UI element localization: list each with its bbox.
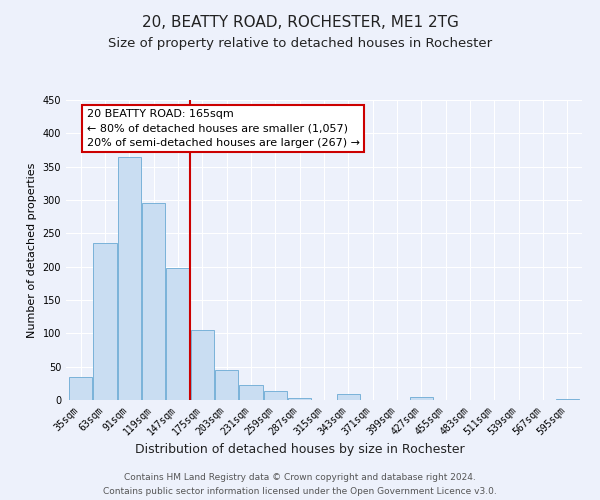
Text: 20 BEATTY ROAD: 165sqm
← 80% of detached houses are smaller (1,057)
20% of semi-: 20 BEATTY ROAD: 165sqm ← 80% of detached… (86, 109, 359, 148)
Bar (69, 376, 92, 400)
Bar (556, 398, 579, 400)
Bar (142, 204, 165, 400)
Text: 20, BEATTY ROAD, ROCHESTER, ME1 2TG: 20, BEATTY ROAD, ROCHESTER, ME1 2TG (142, 15, 458, 30)
Bar (264, 390, 287, 400)
Y-axis label: Number of detached properties: Number of detached properties (27, 162, 37, 338)
Bar (239, 386, 263, 400)
Text: Size of property relative to detached houses in Rochester: Size of property relative to detached ho… (108, 38, 492, 51)
Text: Distribution of detached houses by size in Rochester: Distribution of detached houses by size … (135, 442, 465, 456)
Text: Contains public sector information licensed under the Open Government Licence v3: Contains public sector information licen… (103, 486, 497, 496)
Bar (94, 244, 116, 400)
Bar (337, 394, 360, 400)
Bar (215, 370, 238, 400)
Bar (288, 398, 311, 400)
Bar (118, 156, 141, 400)
Text: Contains HM Land Registry data © Crown copyright and database right 2024.: Contains HM Land Registry data © Crown c… (124, 472, 476, 482)
Bar (191, 330, 214, 400)
Bar (410, 398, 433, 400)
Bar (166, 268, 190, 400)
